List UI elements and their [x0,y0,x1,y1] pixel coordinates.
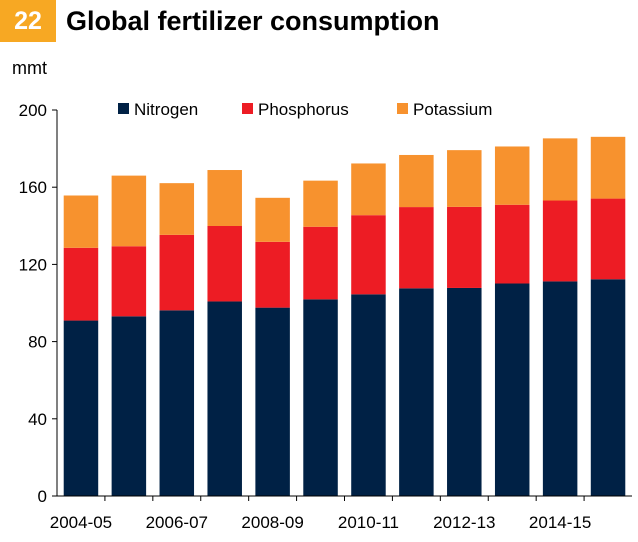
axes-group: 0 40 80 120 160 200 2004-05 2006-07 2008-09 2010-… [19,101,632,532]
legend: Nitrogen Phosphorus Potassium [118,100,492,119]
y-tick-label-160: 160 [19,178,47,197]
y-tick-label-200: 200 [19,101,47,120]
x-tick-label-2006-07: 2006-07 [146,513,208,532]
bar-phosphorus-2010-11 [351,215,386,295]
y-axis-unit-label: mmt [12,58,47,78]
bar-potassium-2004-05 [63,195,99,248]
bar-nitrogen-2007-08 [207,301,242,496]
bars-group [63,136,626,496]
chart-number-badge: 22 [0,0,56,42]
bar-nitrogen-2010-11 [351,294,386,496]
x-tick-label-2014-15: 2014-15 [529,513,591,532]
bar-potassium-2015-16 [590,136,626,199]
bar-phosphorus-2007-08 [207,225,242,302]
bar-potassium-2013-14 [494,146,530,205]
y-tick-label-40: 40 [28,410,47,429]
bar-nitrogen-2012-13 [447,287,482,496]
bar-phosphorus-2004-05 [63,247,99,321]
y-tick-label-120: 120 [19,255,47,274]
legend-label-phosphorus: Phosphorus [258,100,349,119]
bar-nitrogen-2014-15 [542,281,578,496]
legend-label-nitrogen: Nitrogen [134,100,198,119]
bar-phosphorus-2012-13 [447,206,482,288]
bar-potassium-2014-15 [542,138,578,201]
legend-swatch-potassium [397,103,408,114]
bar-phosphorus-2011-12 [399,207,434,289]
bar-nitrogen-2005-06 [111,316,147,496]
chart-title: Global fertilizer consumption [66,6,440,36]
bar-potassium-2010-11 [351,163,386,216]
bar-phosphorus-2008-09 [255,241,290,308]
bar-nitrogen-2011-12 [399,288,434,496]
bar-potassium-2009-10 [303,180,338,227]
bar-nitrogen-2015-16 [590,279,626,496]
y-tick-label-80: 80 [28,333,47,352]
bar-potassium-2007-08 [207,170,242,226]
bar-potassium-2005-06 [111,175,147,247]
x-tick-label-2008-09: 2008-09 [241,513,303,532]
header: 22 Global fertilizer consumption [0,0,638,42]
bar-nitrogen-2004-05 [63,320,99,496]
bar-phosphorus-2009-10 [303,226,338,300]
bar-nitrogen-2006-07 [159,310,195,496]
bar-potassium-2012-13 [447,150,482,207]
bar-nitrogen-2013-14 [494,283,530,496]
bar-nitrogen-2008-09 [255,307,290,496]
bar-nitrogen-2009-10 [303,299,338,496]
bar-phosphorus-2005-06 [111,246,147,317]
bar-potassium-2006-07 [159,183,195,235]
y-tick-label-0: 0 [38,487,47,506]
x-tick-label-2012-13: 2012-13 [433,513,495,532]
x-tick-label-2004-05: 2004-05 [50,513,112,532]
bar-phosphorus-2006-07 [159,234,195,311]
bar-potassium-2008-09 [255,197,290,242]
bar-phosphorus-2014-15 [542,200,578,282]
bar-phosphorus-2013-14 [494,204,530,284]
legend-swatch-phosphorus [242,103,253,114]
bar-potassium-2011-12 [399,154,434,208]
bar-phosphorus-2015-16 [590,198,626,280]
legend-label-potassium: Potassium [413,100,492,119]
legend-swatch-nitrogen [118,103,129,114]
x-tick-label-2010-11: 2010-11 [338,513,399,532]
